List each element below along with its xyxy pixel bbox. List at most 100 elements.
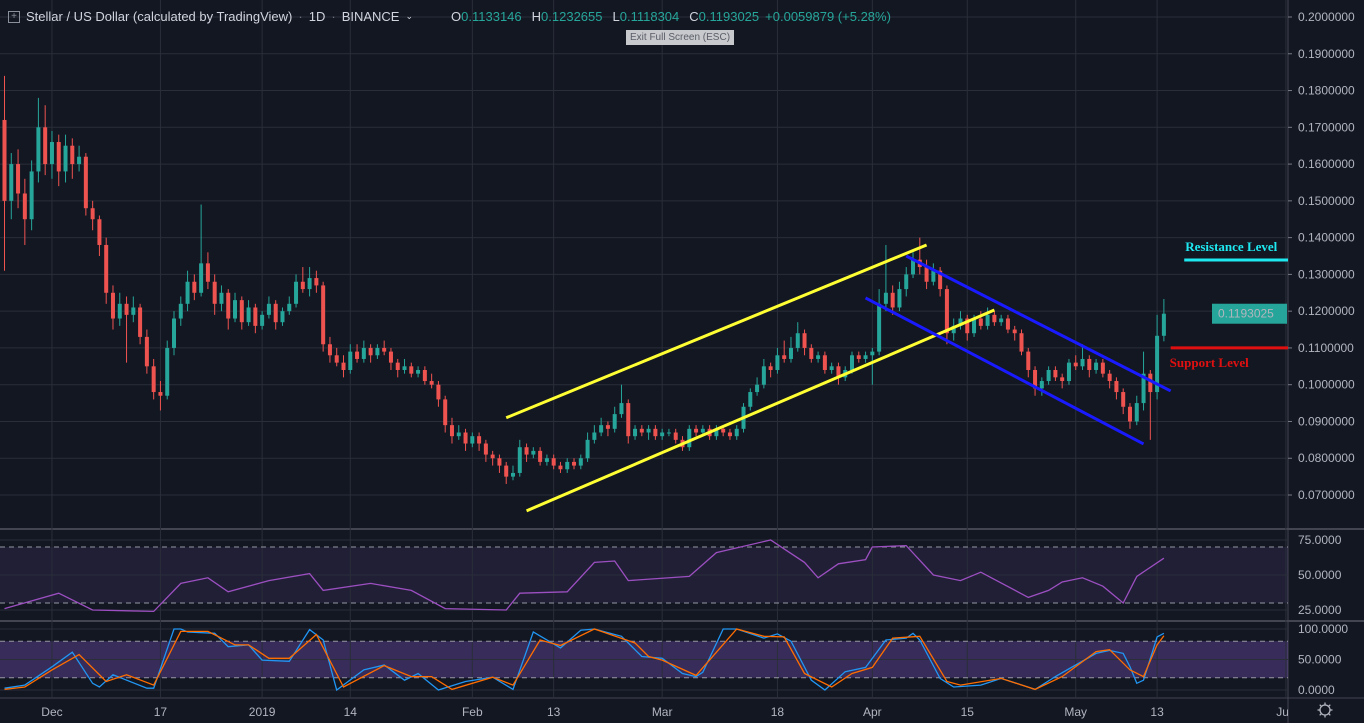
- candle: [572, 458, 577, 470]
- candle-body: [1155, 335, 1160, 393]
- candle-body: [524, 447, 529, 455]
- candle-body: [836, 366, 841, 378]
- price-axis-label: 0.1700000: [1298, 120, 1355, 134]
- candle-body: [1073, 362, 1078, 367]
- add-symbol-icon[interactable]: +: [8, 10, 20, 23]
- separator: ·: [331, 9, 336, 24]
- candle: [151, 358, 156, 400]
- candle-body: [938, 270, 943, 290]
- candle-body: [43, 127, 48, 165]
- candle-body: [375, 347, 380, 356]
- candle-body: [327, 344, 332, 356]
- interval[interactable]: 1D: [308, 9, 326, 24]
- candle-body: [443, 399, 448, 426]
- candle-body: [172, 318, 176, 348]
- x-tick-label: 15: [961, 705, 975, 719]
- candle-body: [592, 432, 597, 440]
- price-axis-label: 0.1200000: [1298, 304, 1355, 318]
- candle: [795, 322, 800, 352]
- candle-body: [402, 366, 407, 370]
- candle-body: [463, 432, 468, 444]
- candle: [409, 362, 414, 378]
- candle-body: [49, 142, 54, 165]
- candle: [809, 344, 814, 363]
- candle: [497, 454, 502, 473]
- candle-body: [633, 428, 638, 437]
- candle: [619, 384, 624, 418]
- candle: [443, 395, 448, 433]
- candle: [1005, 314, 1010, 334]
- candle-body: [721, 428, 726, 433]
- candle: [822, 351, 827, 374]
- candle: [375, 344, 380, 359]
- candle-body: [727, 432, 732, 437]
- blue-channel-line: [864, 296, 1145, 446]
- candle: [29, 160, 34, 231]
- candle: [978, 311, 983, 330]
- candle-body: [260, 314, 265, 326]
- candle-body: [124, 303, 129, 315]
- candle-body: [192, 281, 197, 293]
- candle-body: [239, 300, 244, 323]
- candle: [1127, 403, 1132, 429]
- symbol-legend: + Stellar / US Dollar (calculated by Tra…: [8, 9, 891, 24]
- candle-body: [104, 244, 109, 293]
- candle-body: [1161, 313, 1166, 336]
- candle: [565, 458, 570, 473]
- symbol-name[interactable]: Stellar / US Dollar (calculated by Tradi…: [26, 9, 293, 24]
- candle-body: [138, 307, 143, 337]
- candle-body: [775, 355, 780, 370]
- candle: [253, 303, 258, 334]
- candle-body: [341, 362, 346, 370]
- settings-gear-icon[interactable]: [1317, 702, 1333, 718]
- price-axis-label: 0.1500000: [1298, 194, 1355, 208]
- x-tick-label: Mar: [652, 705, 673, 719]
- exchange[interactable]: BINANCE: [341, 9, 400, 24]
- candle: [1087, 355, 1092, 378]
- candle-body: [1148, 373, 1153, 393]
- candle-body: [416, 369, 421, 374]
- candle-body: [449, 425, 454, 437]
- candle-body: [761, 366, 766, 385]
- candle-body: [714, 428, 719, 437]
- candle: [1114, 377, 1119, 400]
- candle-body: [1087, 358, 1092, 370]
- candle: [131, 296, 136, 323]
- candle: [219, 285, 224, 312]
- price-axis-label: 0.1600000: [1298, 157, 1355, 171]
- candle-body: [646, 428, 651, 433]
- candle: [524, 443, 529, 462]
- candle-body: [409, 366, 414, 374]
- candle: [782, 340, 787, 363]
- low-value: 0.1118304: [619, 9, 680, 24]
- candle-body: [1033, 369, 1038, 389]
- candle-body: [788, 347, 793, 359]
- candle: [22, 178, 27, 245]
- chevron-down-icon[interactable]: ⌄: [405, 11, 414, 21]
- price-axis-label: 0.1400000: [1298, 231, 1355, 245]
- x-tick-label: 18: [771, 705, 785, 719]
- candle: [761, 358, 766, 389]
- candle: [233, 292, 238, 323]
- candle-body: [1053, 369, 1058, 378]
- candle: [504, 461, 509, 484]
- candle-body: [544, 458, 549, 462]
- high-value: 0.1232655: [541, 9, 603, 24]
- candle-body: [850, 355, 854, 370]
- candle-body: [361, 347, 366, 359]
- candle: [788, 336, 793, 363]
- candle: [402, 358, 407, 374]
- indicator-axis-label: 25.0000: [1298, 603, 1342, 617]
- price-axis-label: 0.1300000: [1298, 267, 1355, 281]
- exit-fullscreen-tooltip[interactable]: Exit Full Screen (ESC): [626, 30, 735, 45]
- candle-body: [538, 450, 543, 462]
- candle: [1060, 373, 1065, 389]
- candle-body: [348, 351, 353, 370]
- candle: [1026, 347, 1031, 378]
- candle: [646, 425, 651, 440]
- candle: [605, 421, 610, 437]
- candle-body: [9, 164, 14, 201]
- candle-body: [83, 156, 88, 209]
- candle-body: [470, 436, 475, 444]
